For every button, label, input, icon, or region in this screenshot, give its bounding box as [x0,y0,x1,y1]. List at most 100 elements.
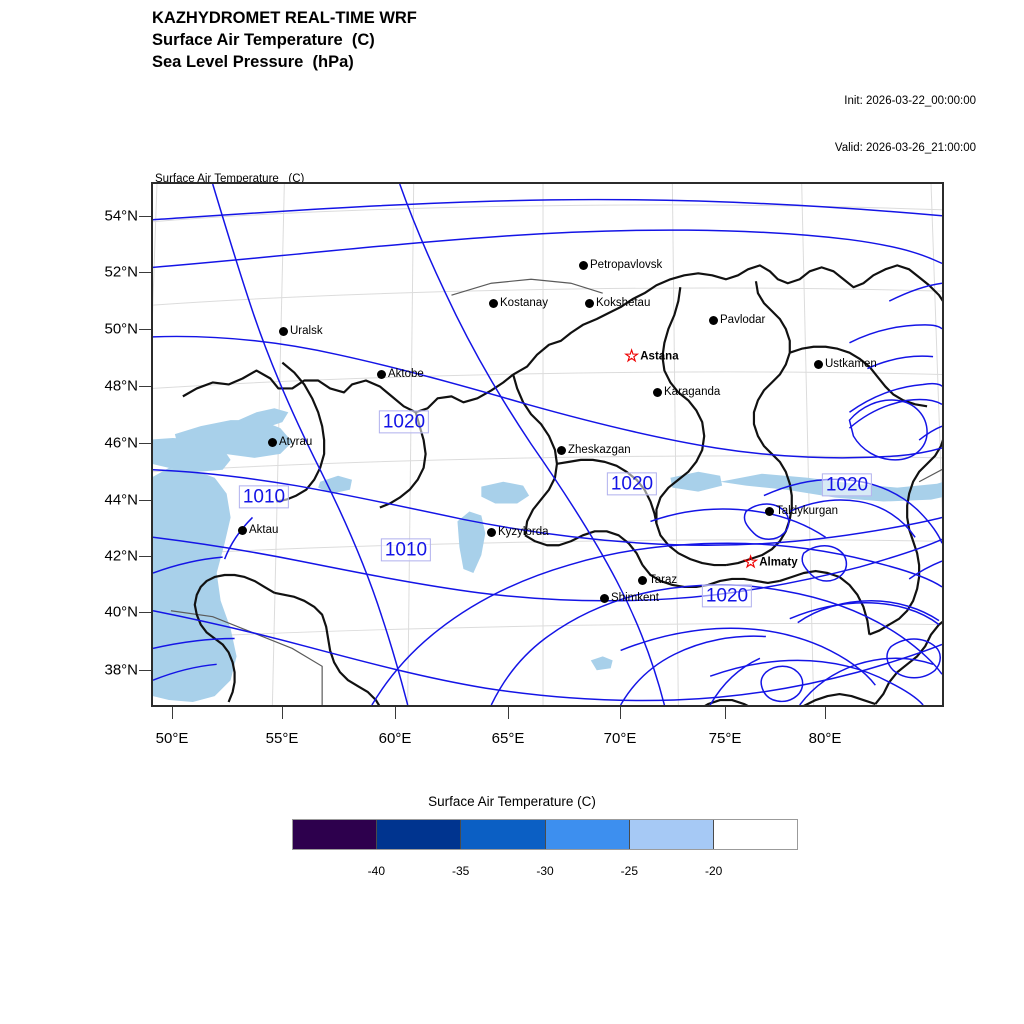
city-ustkamen: Ustkamen [814,358,877,370]
x-tick-mark-75 [725,707,726,719]
colorbar-tick--25: -25 [620,864,638,878]
contour-closed-cells [743,399,942,703]
colorbar-tick--35: -35 [451,864,470,878]
y-tick-label-42: 42°N [104,547,138,565]
colorbar-segment-0[interactable] [293,820,377,849]
city-label: Taldykurgan [776,505,839,517]
city-label: Ustkamen [825,358,877,370]
y-tick-mark-52 [139,272,151,273]
city-dot-icon [279,326,288,336]
city-dot-icon [765,506,774,516]
city-zheskazgan: Zheskazgan [557,444,631,456]
y-tick-label-38: 38°N [104,661,138,679]
city-dot-icon [268,437,277,447]
city-label: Kyzylorda [498,526,549,538]
city-label: Aktobe [388,368,424,380]
colorbar-segment-4[interactable] [628,820,713,849]
small-lakes [318,475,613,671]
title-variable-pressure: Sea Level Pressure (hPa) [152,52,354,71]
contour-label-1020: 1020 [821,473,873,497]
city-kokshetau: Kokshetau [585,297,650,309]
y-tick-mark-44 [139,500,151,501]
y-tick-mark-50 [139,329,151,330]
city-dot-icon [377,369,386,379]
city-label: Kokshetau [596,297,651,309]
contour-label-1010: 1010 [238,485,290,509]
timestamp-block: Init: 2026-03-22_00:00:00 Valid: 2026-03… [835,63,976,172]
contour-label-1020: 1020 [701,584,753,608]
colorbar-segment-5[interactable] [712,820,798,849]
city-label: Atyrau [279,436,313,448]
init-time: Init: 2026-03-22_00:00:00 [844,95,976,108]
contour-label-1020: 1020 [378,410,430,434]
title-variable-temperature: Surface Air Temperature (C) [152,30,375,49]
city-label: Almaty [759,556,798,568]
x-tick-mark-80 [825,707,826,719]
colorbar-tick--40: -40 [367,864,385,878]
x-tick-mark-65 [508,707,509,719]
page-title: KAZHYDROMET REAL-TIME WRF [152,9,417,27]
city-pavlodar: Pavlodar [709,314,765,326]
x-tick-mark-55 [282,707,283,719]
colorbar[interactable] [292,819,798,850]
x-tick-label-65: 65°E [491,730,525,747]
x-tick-label-80: 80°E [808,730,842,747]
colorbar-segment-2[interactable] [460,820,545,849]
city-kyzylorda: Kyzylorda [487,526,549,538]
city-label: Aktau [249,524,279,536]
colorbar-segment-1[interactable] [376,820,461,849]
y-tick-mark-38 [139,670,151,671]
x-tick-mark-60 [395,707,396,719]
city-dot-icon [579,260,588,270]
colorbar-segment-3[interactable] [544,820,629,849]
y-tick-mark-42 [139,556,151,557]
city-label: Zheskazgan [568,444,631,456]
contour-label-layer: 1020 1010 1020 1020 1010 1020 [153,184,942,705]
city-label: Petropavlovsk [590,259,663,271]
colorbar-title: Surface Air Temperature (C) [428,794,596,809]
city-label: Kostanay [500,297,548,309]
capital-star-icon: ☆ [624,346,640,366]
capital-star-icon: ☆ [743,552,759,572]
valid-time: Valid: 2026-03-26_21:00:00 [834,141,976,154]
contour-label-1010: 1010 [380,538,432,562]
y-tick-mark-48 [139,386,151,387]
city-petropavlovsk: Petropavlovsk [579,259,662,271]
y-tick-label-46: 46°N [104,434,138,452]
city-dot-icon [585,298,594,308]
city-dot-icon [489,298,498,308]
city-dot-icon [487,527,496,537]
city-dot-icon [653,387,662,397]
city-label: Taraz [649,574,678,586]
pressure-contours [153,184,942,705]
city-astana: ☆ Astana [624,348,679,365]
x-tick-label-50: 50°E [155,730,189,747]
city-dot-icon [638,575,647,585]
colorbar-tick--20: -20 [704,864,723,878]
x-tick-mark-70 [620,707,621,719]
city-label: Astana [640,350,679,362]
x-tick-label-60: 60°E [378,730,412,747]
city-karaganda: Karaganda [653,386,720,398]
colorbar-tick--30: -30 [536,864,554,878]
city-label: Shimkent [611,592,659,604]
map-canvas [153,184,942,705]
contour-label-1020: 1020 [606,472,658,496]
y-tick-label-40: 40°N [104,603,138,621]
y-tick-label-48: 48°N [104,377,138,395]
city-atyrau: Atyrau [268,436,312,448]
y-tick-mark-40 [139,612,151,613]
y-tick-label-52: 52°N [104,263,138,281]
city-dot-icon [557,445,566,455]
map-plot-area[interactable]: Petropavlovsk Kostanay Kokshetau Pavlodar ☆ A… [151,182,944,707]
city-shimkent: Shimkent [600,592,659,604]
city-kostanay: Kostanay [489,297,548,309]
city-dot-icon [709,315,718,325]
city-almaty: ☆ Almaty [743,554,798,571]
x-tick-label-55: 55°E [265,730,299,747]
y-tick-mark-54 [139,216,151,217]
city-label: Uralsk [290,325,323,337]
city-layer: Petropavlovsk Kostanay Kokshetau Pavlodar ☆ A… [153,184,942,705]
city-dot-icon [238,525,247,535]
city-label: Karaganda [664,386,721,398]
